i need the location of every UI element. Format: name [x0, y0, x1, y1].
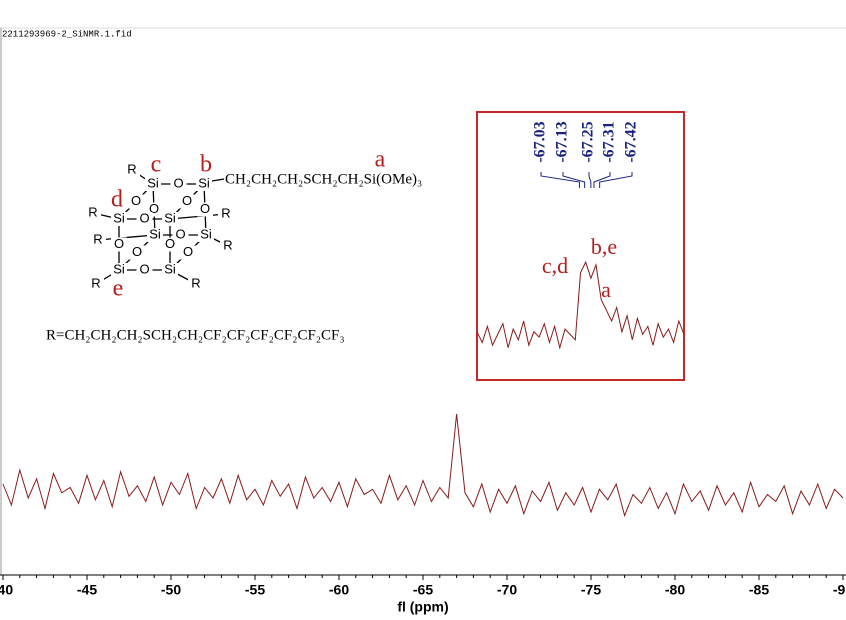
x-axis-label: fl (ppm) — [397, 599, 448, 615]
atom-bg — [124, 163, 140, 177]
peak-leader — [593, 172, 611, 188]
peak-annotation: c,d — [542, 253, 568, 278]
atom-bg — [170, 177, 187, 191]
atom-bg — [162, 263, 178, 277]
atom-bg — [136, 263, 153, 277]
peak-annotation: a — [601, 277, 611, 302]
inset-box — [476, 111, 685, 381]
x-tick-label: -75 — [581, 582, 601, 598]
x-tick-label: -70 — [497, 582, 517, 598]
atom-bg — [220, 239, 236, 253]
atom: O — [165, 236, 175, 251]
spectrum-line — [2, 413, 844, 518]
atom-bg — [90, 233, 106, 247]
file-name: 2211293969-2_SiNMR.1.fid — [2, 29, 132, 39]
atom-bg — [145, 177, 161, 191]
atom-bg — [218, 207, 234, 221]
atom: Si — [164, 210, 176, 225]
atom-bg — [162, 212, 178, 226]
atom-bg — [197, 202, 213, 217]
atom: O — [132, 244, 142, 259]
site-label: c — [151, 152, 162, 178]
atom: R — [91, 275, 100, 290]
x-tick-label: -65 — [413, 582, 433, 598]
x-tick-label: -80 — [665, 582, 685, 598]
chain-formula: CH₂CH₂CH₂SCH₂CH₂Si(OMe)₃ — [225, 171, 422, 187]
atom-bg — [85, 206, 101, 220]
x-tick-label: -55 — [245, 582, 265, 598]
x-tick-label: -40 — [0, 582, 13, 598]
site-label: e — [113, 276, 124, 302]
atom: R — [191, 275, 200, 290]
bond — [211, 178, 225, 182]
atom-bg — [88, 277, 104, 291]
atom: R — [221, 205, 230, 220]
peak-leader — [562, 172, 586, 188]
atom-bg — [147, 228, 163, 242]
site-label: b — [200, 152, 212, 178]
atom: O — [149, 201, 159, 216]
peak-leader — [599, 172, 633, 188]
atom-bg — [129, 245, 145, 260]
site-label: d — [111, 187, 123, 213]
peak-label: -67.31 — [601, 121, 618, 162]
atom-bg — [196, 177, 212, 191]
atom-bg — [136, 212, 153, 226]
x-tick-label: -45 — [77, 582, 97, 598]
atom: R — [127, 161, 136, 176]
atom-bg — [179, 194, 195, 209]
atom-bg — [111, 263, 127, 277]
atom-bg — [128, 194, 144, 209]
r-formula: R=CH₂CH₂CH₂SCH₂CH₂CF₂CF₂CF₂CF₂CF₂CF₃ — [46, 327, 345, 343]
atom: R — [93, 231, 102, 246]
atom: O — [139, 261, 149, 276]
atom: O — [200, 201, 210, 216]
peak-label: -67.13 — [554, 121, 571, 162]
peak-label: -67.25 — [580, 121, 597, 162]
atom: Si — [113, 210, 125, 225]
atom: O — [114, 236, 124, 251]
atom: O — [182, 193, 192, 208]
atom: R — [88, 204, 97, 219]
x-tick-label: -85 — [749, 582, 769, 598]
x-tick-label: -90 — [833, 582, 846, 598]
atom: O — [175, 226, 185, 241]
atom: O — [131, 193, 141, 208]
peak-label: -67.42 — [623, 121, 640, 162]
atom: Si — [200, 226, 212, 241]
atom-bg — [162, 237, 178, 252]
atom: Si — [164, 261, 176, 276]
atom: R — [223, 237, 232, 252]
atom-bg — [111, 237, 127, 252]
atom-bg — [111, 212, 127, 226]
peak-annotation: b,e — [591, 234, 617, 259]
atom: Si — [149, 226, 161, 241]
x-tick-label: -50 — [161, 582, 181, 598]
atom-bg — [188, 277, 204, 291]
peak-label: -67.03 — [532, 121, 549, 162]
site-label: a — [375, 147, 386, 173]
atom: Si — [147, 175, 159, 190]
atom-bg — [198, 228, 214, 242]
x-tick-label: -60 — [329, 582, 349, 598]
atom: O — [139, 210, 149, 225]
atom: Si — [113, 261, 125, 276]
atom: O — [183, 244, 193, 259]
spectrum-line — [476, 260, 685, 350]
atom-bg — [180, 245, 196, 260]
peak-leader — [588, 172, 592, 188]
atom: O — [173, 175, 183, 190]
atom: Si — [198, 175, 210, 190]
peak-leader — [540, 172, 580, 188]
